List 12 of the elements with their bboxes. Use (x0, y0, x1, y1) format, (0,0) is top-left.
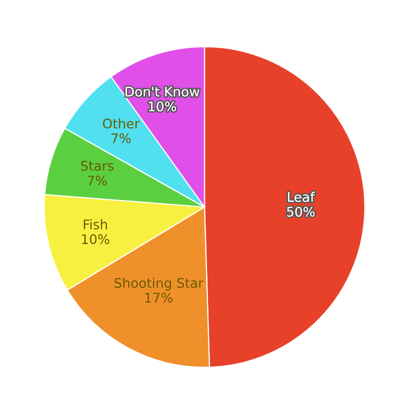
slice-label: Leaf (288, 192, 315, 202)
data-label: 10% (148, 101, 176, 112)
data-label: 10% (82, 234, 110, 244)
data-label: 7% (88, 176, 107, 186)
slice-label: Other (102, 118, 140, 129)
data-label: 17% (145, 292, 173, 303)
data-label: 50% (287, 206, 315, 217)
slice-label: Fish (84, 219, 107, 230)
data-label: 7% (112, 133, 131, 144)
slice-label: Don't Know (126, 86, 200, 97)
slice-label: Shooting Star (114, 278, 204, 291)
slice-label: Stars (81, 160, 114, 171)
